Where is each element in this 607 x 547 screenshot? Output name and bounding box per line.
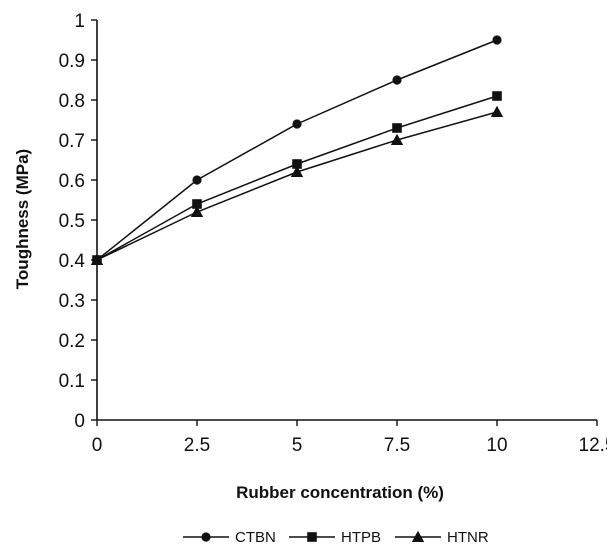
y-tick-label: 0.8 — [59, 91, 85, 112]
plot-area — [96, 20, 597, 421]
x-axis-title: Rubber concentration (%) — [236, 483, 444, 502]
y-tick-label: 0.4 — [59, 251, 86, 272]
y-tick-label: 0.6 — [59, 171, 85, 192]
y-tick-label: 0.3 — [59, 291, 85, 312]
data-point-htnr — [190, 205, 204, 217]
y-tick-label: 0.1 — [59, 371, 85, 392]
x-tick-label: 5 — [292, 435, 303, 456]
series-htpb — [92, 91, 502, 265]
y-tick-label: 0.7 — [59, 131, 85, 152]
y-axis-title: Toughness (MPa) — [13, 149, 32, 289]
y-tick-label: 0.2 — [59, 331, 85, 352]
data-point-htnr — [490, 105, 504, 117]
y-tick-label: 0.9 — [59, 51, 85, 72]
series-layer — [90, 35, 504, 265]
data-point-ctbn — [492, 35, 502, 45]
legend: CTBN HTPB HTNR — [183, 529, 489, 546]
y-tick-label: 0.5 — [59, 211, 85, 232]
data-point-htnr — [290, 165, 304, 177]
legend-item-htpb: HTPB — [289, 529, 381, 546]
data-point-ctbn — [392, 75, 402, 85]
data-point-htpb — [492, 91, 502, 101]
legend-label-htnr: HTNR — [447, 529, 489, 546]
y-axis: 0 0.1 0.2 0.3 0.4 0.5 0.6 0.7 0.8 0.9 1 — [59, 11, 97, 432]
series-htnr — [90, 105, 504, 265]
legend-label-ctbn: CTBN — [235, 529, 276, 546]
data-point-htpb — [392, 123, 402, 133]
x-tick-label: 12.5 — [579, 435, 607, 456]
legend-item-htnr: HTNR — [395, 529, 489, 546]
data-point-htpb — [192, 199, 202, 209]
data-point-ctbn — [192, 175, 202, 185]
x-tick-label: 7.5 — [384, 435, 410, 456]
legend-item-ctbn: CTBN — [183, 529, 276, 546]
x-tick-label: 2.5 — [184, 435, 210, 456]
series-line-htnr — [96, 111, 498, 261]
y-tick-label: 0 — [74, 411, 85, 432]
x-tick-label: 10 — [486, 435, 507, 456]
data-point-htnr — [90, 253, 104, 265]
series-ctbn — [92, 35, 502, 265]
data-point-htnr — [390, 133, 404, 145]
data-point-htpb — [292, 159, 302, 169]
x-axis: 0 2.5 5 7.5 10 12.5 — [92, 420, 607, 456]
legend-marker-htnr — [411, 530, 425, 542]
y-tick-label: 1 — [74, 11, 85, 32]
legend-marker-htpb — [307, 532, 317, 542]
x-tick-label: 0 — [92, 435, 103, 456]
legend-label-htpb: HTPB — [341, 529, 381, 546]
legend-marker-ctbn — [201, 532, 211, 542]
data-point-ctbn — [292, 119, 302, 129]
